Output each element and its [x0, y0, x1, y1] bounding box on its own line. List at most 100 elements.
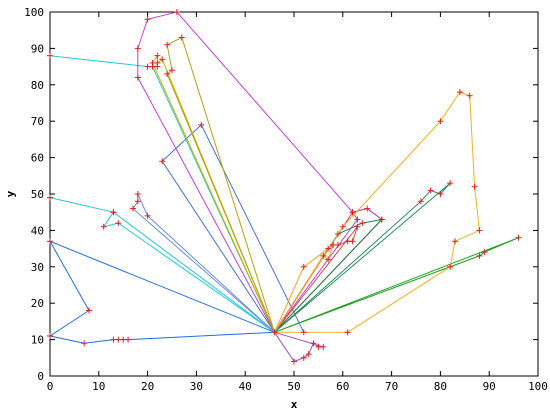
y-tick-label: 80: [31, 79, 44, 92]
point-markers: [47, 9, 522, 365]
data-point-marker: [447, 263, 454, 270]
y-tick-label: 20: [31, 297, 44, 310]
route-line-4: [49, 55, 275, 333]
data-point-marker: [164, 70, 171, 77]
data-point-marker: [169, 67, 175, 74]
data-point-marker: [349, 238, 356, 245]
data-point-marker: [300, 329, 307, 336]
data-point-marker: [349, 209, 356, 216]
data-point-marker: [359, 220, 366, 227]
data-point-marker: [330, 241, 337, 248]
route-line-7: [137, 11, 359, 333]
route-series: [48, 11, 519, 363]
y-tick-label: 30: [31, 261, 44, 274]
route-line-12: [274, 208, 383, 333]
data-point-marker: [325, 245, 332, 252]
x-tick-label: 40: [239, 380, 252, 393]
data-point-marker: [300, 263, 307, 270]
y-axis-title: y: [4, 190, 17, 197]
data-point-marker: [144, 63, 151, 70]
data-point-marker: [378, 216, 385, 223]
data-point-marker: [339, 223, 346, 230]
data-point-marker: [466, 92, 473, 99]
route-line-3: [102, 211, 275, 333]
y-tick-label: 50: [31, 188, 44, 201]
data-point-marker: [476, 227, 483, 234]
data-point-marker: [159, 158, 166, 165]
data-point-marker: [164, 41, 171, 48]
route-line-2: [49, 197, 275, 333]
data-point-marker: [154, 52, 161, 59]
x-tick-label: 50: [287, 380, 300, 393]
route-line-6: [161, 123, 305, 333]
data-point-marker: [300, 354, 307, 361]
data-point-marker: [198, 121, 205, 128]
data-point-marker: [427, 187, 434, 194]
data-point-marker: [291, 358, 297, 365]
data-point-marker: [134, 45, 141, 52]
route-line-13: [274, 218, 384, 333]
data-point-marker: [159, 56, 166, 63]
x-tick-label: 0: [47, 380, 54, 393]
data-point-marker: [81, 340, 88, 347]
data-point-marker: [437, 191, 444, 197]
data-point-marker: [154, 59, 161, 66]
data-point-marker: [364, 205, 371, 212]
data-point-marker: [115, 220, 122, 227]
data-point-marker: [417, 198, 424, 205]
y-tick-labels: 0 10 20 30 40 50 60 70 80 90 100: [24, 6, 44, 383]
data-point-marker: [481, 249, 488, 256]
data-point-marker: [110, 209, 117, 216]
y-tick-label: 40: [31, 224, 44, 237]
y-tick-label: 90: [31, 42, 44, 55]
data-point-marker: [471, 183, 478, 190]
data-point-marker: [47, 238, 53, 245]
data-point-marker: [437, 118, 444, 125]
y-tick-label: 10: [31, 334, 44, 347]
y-tick-label: 60: [31, 152, 44, 165]
data-point-marker: [47, 52, 53, 59]
x-axis-title: x: [291, 398, 298, 411]
data-point-marker: [134, 74, 141, 81]
route-line-8: [151, 54, 275, 333]
x-tick-label: 100: [528, 380, 548, 393]
data-point-marker: [354, 223, 361, 230]
data-point-marker: [134, 191, 141, 197]
data-point-marker: [320, 252, 327, 259]
x-tick-label: 20: [141, 380, 154, 393]
data-point-marker: [47, 332, 53, 339]
data-point-marker: [354, 216, 361, 223]
route-line-9: [166, 36, 275, 333]
data-point-marker: [334, 231, 341, 238]
route-line-17: [274, 182, 451, 333]
y-tick-label: 70: [31, 115, 44, 128]
data-point-marker: [456, 89, 463, 96]
data-point-marker: [125, 336, 132, 343]
data-point-marker: [515, 234, 522, 241]
data-point-marker: [447, 180, 454, 187]
x-tick-label: 10: [92, 380, 105, 393]
data-point-marker: [100, 223, 107, 230]
data-point-marker: [173, 9, 180, 15]
data-point-marker: [86, 307, 93, 314]
data-point-marker: [325, 256, 332, 263]
data-point-marker: [476, 252, 483, 259]
y-tick-label: 100: [24, 6, 44, 19]
data-point-marker: [134, 198, 141, 205]
data-point-marker: [305, 351, 312, 358]
data-point-marker: [452, 238, 459, 245]
axis-ticks: [49, 11, 539, 377]
route-line-5: [132, 193, 275, 333]
plot-frame: [49, 11, 539, 377]
y-tick-label: 0: [37, 370, 44, 383]
data-point-marker: [320, 343, 327, 350]
data-point-marker: [129, 205, 136, 212]
route-line-16: [274, 243, 334, 333]
x-tick-labels: 0 10 20 30 40 50 60 70 80 90 100: [47, 380, 548, 393]
x-tick-label: 30: [190, 380, 203, 393]
data-point-marker: [144, 16, 151, 23]
x-tick-label: 80: [434, 380, 447, 393]
depot-marker: [271, 329, 278, 336]
x-tick-label: 60: [336, 380, 349, 393]
